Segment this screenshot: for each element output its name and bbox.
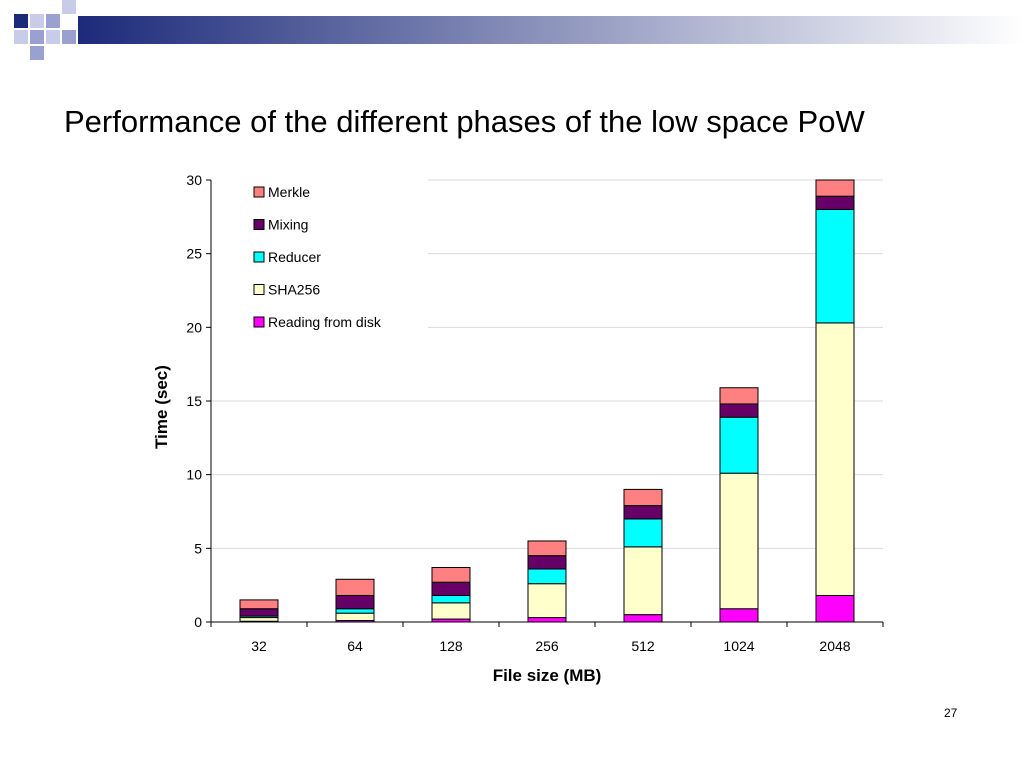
bar-segment [719, 387, 759, 405]
legend-swatch [253, 186, 265, 198]
bar-segment [623, 518, 663, 548]
bar-segment [431, 602, 471, 620]
y-tick-label: 0 [194, 614, 202, 630]
legend-label: Reading from disk [268, 314, 382, 330]
bar-segment [623, 546, 663, 616]
y-tick-label: 30 [186, 172, 202, 188]
bar-segment [815, 195, 855, 210]
header-square [30, 46, 44, 60]
header-gradient-bar [78, 16, 1024, 44]
y-tick-label: 10 [186, 467, 202, 483]
legend-label: Reducer [268, 249, 321, 265]
legend-label: SHA256 [268, 282, 320, 298]
bar-segment [335, 612, 375, 622]
bar-segment [527, 583, 567, 619]
axes: 0 5 10 15 20 25 30 32 64 128 256 512 1024 2048 [186, 172, 884, 654]
bar-segment [527, 568, 567, 585]
bar-segment [527, 617, 567, 623]
bar-segment [431, 581, 471, 596]
legend-label: Merkle [268, 184, 310, 200]
x-tick-label: 1024 [723, 638, 754, 654]
y-tick-label: 15 [186, 393, 202, 409]
y-axis-title: Time (sec) [152, 365, 171, 449]
header-square [62, 30, 76, 44]
legend-swatch [253, 219, 265, 230]
bar-segment [623, 505, 663, 520]
bar-segment [815, 179, 855, 197]
x-tick-label: 32 [251, 638, 267, 654]
bar-segment [623, 614, 663, 623]
header-square [30, 30, 44, 44]
y-tick-label: 5 [194, 540, 202, 556]
bar-segment [719, 608, 759, 623]
header-decoration [14, 0, 1024, 60]
y-tick-label: 25 [186, 246, 202, 262]
bar-segment [527, 540, 567, 557]
x-tick-label: 512 [631, 638, 655, 654]
bar-segment [623, 488, 663, 507]
x-tick-label: 2048 [819, 638, 850, 654]
grid-lines [211, 179, 883, 549]
bar-segment [335, 578, 375, 596]
bar-segment [527, 555, 567, 570]
bar-segment [335, 608, 375, 614]
legend-swatch [253, 284, 265, 295]
x-tick-label: 256 [535, 638, 559, 654]
bar-segment [719, 416, 759, 474]
x-axis-title: File size (MB) [493, 666, 602, 685]
bar-segment [239, 608, 279, 617]
header-square [14, 14, 28, 28]
y-tick-label: 20 [186, 319, 202, 335]
bar-segment [815, 322, 855, 596]
header-square [46, 30, 60, 44]
bar-segment [431, 566, 471, 583]
slide-number: 27 [944, 706, 958, 720]
legend-swatch [253, 251, 265, 263]
header-square [46, 14, 60, 28]
legend-label: Mixing [268, 217, 308, 233]
bar-segment [335, 594, 375, 610]
legend: Merkle Mixing Reducer SHA256 Reading from di… [253, 184, 382, 330]
bar-segment [815, 208, 855, 324]
slide-title: Performance of the different phases of t… [64, 104, 865, 139]
bar-segment [719, 472, 759, 610]
x-tick-label: 64 [347, 638, 363, 654]
bars [239, 179, 855, 623]
header-square [30, 14, 44, 28]
bar-segment [239, 617, 279, 622]
header-square [14, 30, 28, 44]
header-square [62, 0, 76, 14]
bar-segment [719, 403, 759, 418]
legend-swatch [253, 316, 265, 328]
bar-segment [815, 594, 855, 623]
bar-segment [239, 599, 279, 610]
bar-segment [431, 594, 471, 604]
x-tick-label: 128 [439, 638, 463, 654]
